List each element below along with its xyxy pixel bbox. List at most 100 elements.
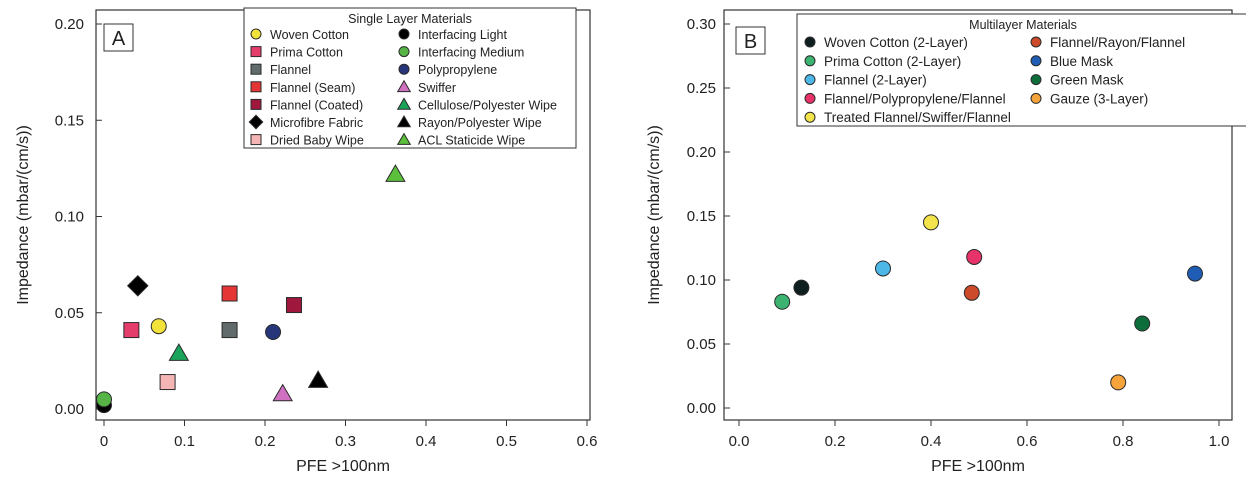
- legend-item: Blue Mask: [1030, 54, 1113, 69]
- legend-item: Prima Cotton: [250, 46, 343, 60]
- data-point: [221, 285, 238, 302]
- legend-label: Rayon/Polyester Wipe: [418, 116, 542, 130]
- data-point: [1110, 374, 1127, 391]
- legend-item: Flannel (2-Layer): [804, 73, 927, 88]
- legend-item: ACL Staticide Wipe: [396, 132, 525, 148]
- data-point: [875, 260, 891, 277]
- y-tick-label: 0.00: [687, 400, 716, 417]
- y-tick-label: 0.05: [687, 336, 716, 353]
- legend-label: Flannel/Rayon/Flannel: [1050, 35, 1185, 50]
- legend-label: Flannel (Seam): [270, 81, 355, 95]
- x-tick-label: 0.2: [825, 433, 846, 450]
- legend-label: Flannel/Polypropylene/Flannel: [824, 91, 1006, 106]
- legend-marker: [398, 46, 410, 58]
- x-axis-label: PFE >100nm: [296, 458, 390, 475]
- legend-item: Interfacing Medium: [398, 46, 524, 60]
- legend-marker: [398, 63, 410, 75]
- legend-title: Multilayer Materials: [969, 18, 1077, 32]
- legend-item: Flannel/Rayon/Flannel: [1030, 35, 1185, 50]
- y-tick-label: 0.10: [687, 272, 716, 289]
- data-points: [96, 164, 406, 414]
- legend-label: Flannel (Coated): [270, 98, 363, 112]
- y-tick-label: 0.05: [55, 305, 84, 322]
- legend-marker: [248, 114, 264, 130]
- legend-label: Microfibre Fabric: [270, 116, 363, 130]
- plot-frame: [723, 9, 1233, 421]
- x-tick-label: 0.4: [416, 433, 437, 450]
- data-point: [126, 274, 149, 297]
- legend-marker: [396, 97, 412, 110]
- legend-label: Polypropylene: [418, 63, 497, 77]
- x-tick-label: 0.6: [577, 433, 598, 450]
- legend-label: Woven Cotton: [270, 28, 349, 42]
- panel-letter-box: [103, 23, 134, 52]
- legend-label: Swiffer: [418, 81, 456, 95]
- legend-marker: [250, 46, 262, 58]
- y-tick-label: 0.15: [55, 112, 84, 129]
- legend-label: ACL Staticide Wipe: [418, 134, 525, 148]
- data-point: [1134, 315, 1151, 332]
- legend-marker: [250, 81, 262, 93]
- legend-marker: [1030, 92, 1042, 104]
- legend: Single Layer Materials Woven Cotton Prima …: [243, 7, 577, 149]
- legend-marker: [250, 98, 262, 110]
- legend-marker: [396, 79, 412, 93]
- legend-item: Cellulose/Polyester Wipe: [396, 97, 557, 112]
- legend-item: Treated Flannel/Swiffer/Flannel: [804, 110, 1011, 125]
- legend-marker: [804, 74, 816, 86]
- legend-marker: [804, 36, 816, 48]
- legend-marker: [804, 111, 816, 123]
- data-point: [150, 318, 167, 335]
- data-point: [923, 214, 939, 231]
- y-tick-label: 0.00: [55, 401, 84, 418]
- legend-item: Gauze (3-Layer): [1030, 91, 1148, 106]
- y-axis-label: Impedance (mbar/(cm/s)): [15, 125, 32, 305]
- y-tick-label: 0.15: [687, 208, 716, 225]
- legend-marker: [1030, 74, 1042, 86]
- legend-label: Flannel: [270, 63, 311, 77]
- x-tick-label: 0.1: [174, 433, 195, 450]
- legend-label: Prima Cotton (2-Layer): [824, 54, 961, 69]
- x-tick-label: 0.8: [1113, 433, 1134, 450]
- panel-b: 0.00 0.05 0.10 0.15 0.20 0.25 0.30 0.0 0.2 0.4 0.6…: [646, 9, 1246, 475]
- legend-marker: [804, 92, 816, 104]
- legend-label: Cellulose/Polyester Wipe: [418, 98, 557, 112]
- legend-title: Single Layer Materials: [348, 12, 472, 26]
- legend-label: Treated Flannel/Swiffer/Flannel: [824, 110, 1011, 125]
- y-tick-label: 0.20: [55, 16, 84, 33]
- data-point: [123, 322, 140, 339]
- legend-marker: [804, 55, 816, 67]
- legend-label: Interfacing Light: [418, 28, 507, 42]
- legend-marker: [396, 115, 412, 128]
- legend-item: Polypropylene: [398, 63, 497, 77]
- legend-marker: [1030, 55, 1042, 67]
- data-point: [168, 343, 190, 361]
- panel-letter: A: [112, 28, 126, 50]
- x-tick-label: 0: [100, 433, 108, 450]
- data-point: [272, 383, 294, 402]
- legend-item: Dried Baby Wipe: [250, 134, 364, 148]
- legend-label: Interfacing Medium: [418, 46, 524, 60]
- legend-box: [243, 7, 577, 149]
- legend-marker: [398, 28, 410, 40]
- legend-label: Blue Mask: [1050, 54, 1113, 69]
- y-tick-label: 0.25: [687, 80, 716, 97]
- data-point: [285, 297, 302, 314]
- legend-item: Flannel/Polypropylene/Flannel: [804, 91, 1006, 106]
- legend-item: Microfibre Fabric: [248, 114, 363, 130]
- data-point: [963, 284, 980, 301]
- data-points: [774, 214, 1203, 391]
- legend-marker: [1030, 36, 1042, 48]
- legend-label: Woven Cotton (2-Layer): [824, 35, 968, 50]
- legend-item: Flannel: [250, 63, 311, 77]
- x-tick-label: 0.0: [729, 433, 750, 450]
- data-point: [265, 324, 282, 340]
- legend-item: Green Mask: [1030, 73, 1124, 88]
- legend-label: Prima Cotton: [270, 46, 343, 60]
- legend-item: Prima Cotton (2-Layer): [804, 54, 961, 69]
- panel-letter-box: [735, 26, 766, 55]
- data-point: [774, 293, 791, 310]
